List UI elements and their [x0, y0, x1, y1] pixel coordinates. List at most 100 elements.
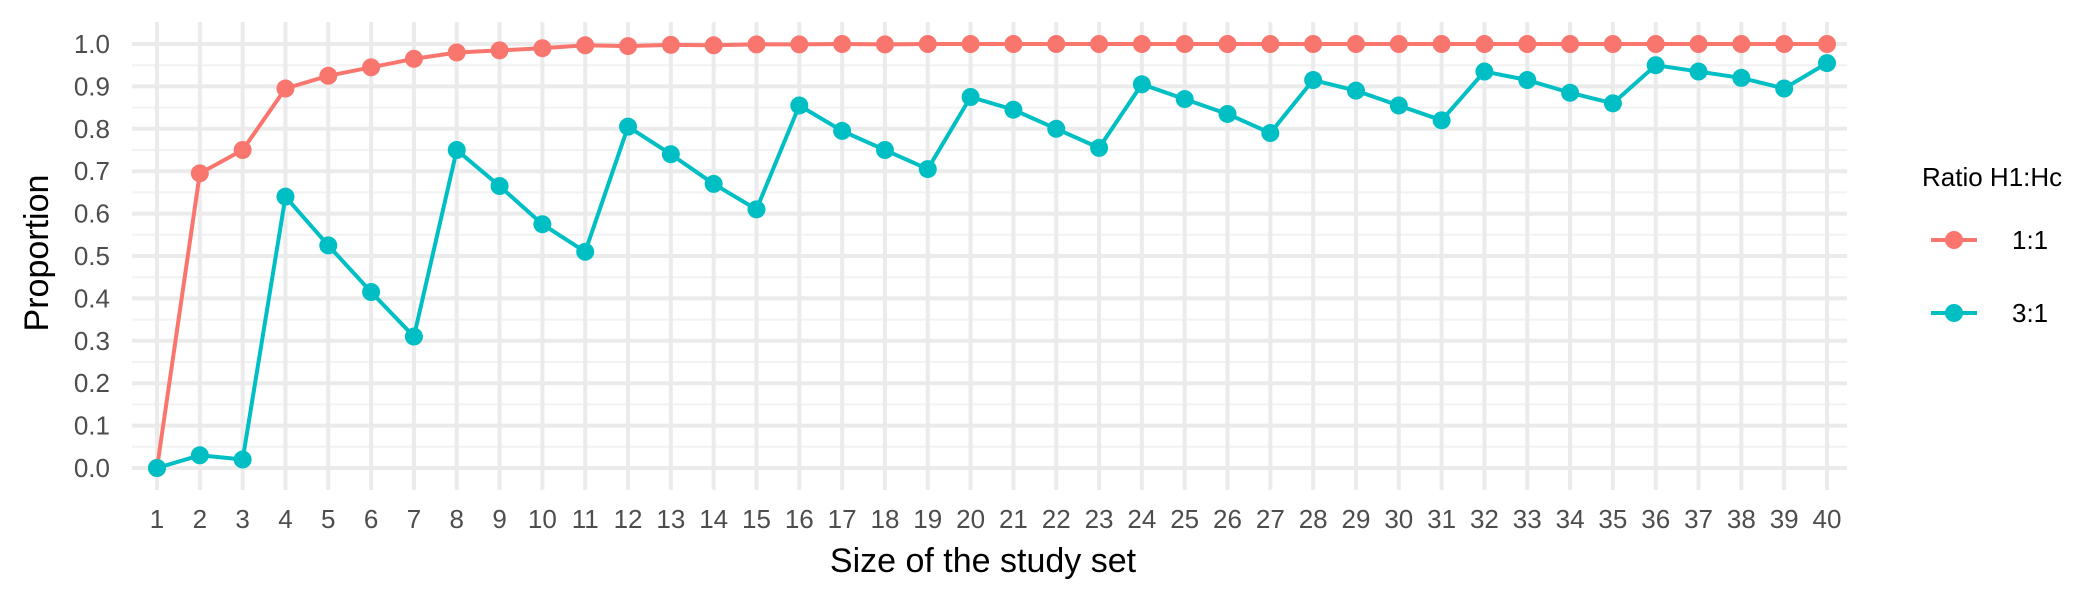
y-tick-label: 0.7 [74, 156, 110, 186]
x-tick-label: 32 [1470, 504, 1499, 534]
x-tick-label: 18 [870, 504, 899, 534]
data-point [1132, 75, 1151, 94]
x-tick-label: 5 [321, 504, 335, 534]
data-point [190, 446, 209, 465]
data-point [404, 49, 423, 68]
legend: Ratio H1:Hc 1:1 3:1 [1922, 162, 2062, 328]
data-point [961, 88, 980, 106]
series-layer [148, 35, 1836, 477]
data-point [918, 160, 937, 179]
data-point [661, 145, 680, 164]
x-tick-label: 35 [1598, 504, 1627, 534]
y-axis-ticks: 0.0 0.1 0.2 0.3 0.4 0.5 0.6 0.7 0.8 0.9 1.0 [74, 29, 110, 483]
x-tick-label: 13 [656, 504, 685, 534]
data-point [576, 36, 595, 55]
data-point [704, 36, 723, 55]
data-point [404, 327, 423, 346]
data-point [362, 58, 381, 77]
data-point [1689, 62, 1708, 81]
x-tick-label: 2 [193, 504, 207, 534]
x-tick-label: 36 [1641, 504, 1670, 534]
data-point [233, 450, 252, 469]
data-point [1775, 35, 1794, 53]
data-point [1090, 138, 1109, 157]
data-point [1047, 35, 1066, 53]
data-point [1732, 35, 1751, 53]
x-tick-label: 38 [1727, 504, 1756, 534]
x-tick-label: 16 [785, 504, 814, 534]
x-tick-label: 29 [1342, 504, 1371, 534]
data-point [875, 35, 894, 54]
x-tick-label: 11 [572, 504, 599, 534]
y-axis-title: Proportion [18, 175, 56, 332]
data-point [1090, 35, 1109, 53]
x-tick-label: 1 [150, 504, 164, 534]
data-point [1304, 35, 1323, 53]
x-tick-label: 6 [364, 504, 378, 534]
data-point [1047, 119, 1066, 138]
x-tick-label: 15 [742, 504, 771, 534]
data-point [833, 121, 852, 140]
x-tick-label: 12 [614, 504, 643, 534]
y-tick-label: 1.0 [74, 29, 110, 59]
x-tick-label: 14 [699, 504, 728, 534]
x-tick-label: 40 [1813, 504, 1842, 534]
x-tick-label: 33 [1513, 504, 1542, 534]
data-point [918, 35, 937, 53]
x-tick-label: 17 [828, 504, 857, 534]
data-point [1004, 35, 1023, 53]
x-tick-label: 22 [1042, 504, 1071, 534]
y-tick-label: 0.0 [74, 453, 110, 483]
data-point [533, 39, 552, 58]
data-point [190, 164, 209, 183]
data-point [1389, 96, 1408, 115]
data-point [1818, 35, 1836, 53]
data-point [1646, 35, 1665, 53]
x-tick-label: 31 [1427, 504, 1456, 534]
series-line-3-1 [156, 61, 1829, 470]
y-tick-label: 0.6 [74, 199, 110, 229]
y-tick-label: 0.1 [74, 411, 110, 441]
x-tick-label: 26 [1213, 504, 1242, 534]
data-point [961, 35, 980, 53]
data-point [661, 35, 680, 54]
data-point [276, 187, 295, 206]
x-tick-label: 30 [1384, 504, 1413, 534]
x-axis-ticks: 1 2 3 4 5 6 7 8 9 10 11 12 13 14 15 16 17 18 19 20 21 22 23 24 2… [150, 504, 1842, 534]
data-point [1004, 100, 1023, 119]
x-tick-label: 23 [1085, 504, 1114, 534]
y-tick-label: 0.5 [74, 241, 110, 271]
data-point [490, 41, 509, 60]
data-point [1518, 71, 1537, 90]
x-tick-label: 21 [999, 504, 1028, 534]
data-point [319, 66, 338, 85]
x-tick-label: 8 [450, 504, 464, 534]
data-point [704, 174, 723, 193]
data-point [1732, 68, 1751, 87]
data-point [747, 35, 766, 54]
data-point [1646, 56, 1665, 75]
data-point [875, 141, 894, 159]
data-point [1775, 79, 1794, 98]
data-point [1175, 35, 1194, 53]
data-point [1432, 35, 1451, 53]
x-tick-label: 34 [1556, 504, 1585, 534]
legend-label: 1:1 [2012, 225, 2048, 255]
data-point [1689, 35, 1708, 53]
major-gridlines [132, 22, 1847, 490]
x-tick-label: 10 [528, 504, 557, 534]
data-point [833, 35, 852, 53]
data-point [619, 37, 638, 56]
x-tick-label: 37 [1684, 504, 1713, 534]
data-point [1475, 62, 1494, 81]
x-tick-label: 28 [1299, 504, 1328, 534]
data-point [1561, 35, 1580, 53]
data-point [447, 43, 466, 62]
x-tick-label: 4 [278, 504, 292, 534]
data-point [1346, 81, 1365, 100]
data-point [1218, 35, 1237, 53]
y-tick-label: 0.4 [74, 283, 110, 313]
data-point [362, 283, 381, 302]
data-point [233, 141, 252, 159]
data-point [447, 141, 466, 159]
